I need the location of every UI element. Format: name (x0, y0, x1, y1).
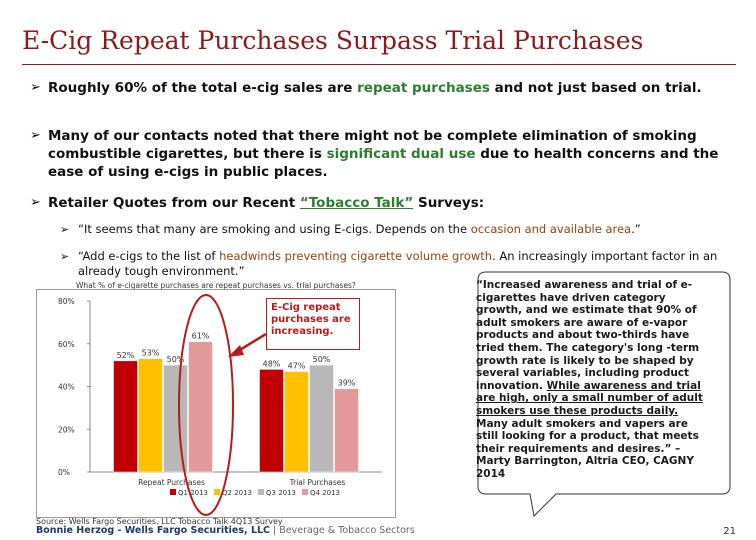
quote-text: “Add e-cigs to the list of headwinds pre… (78, 249, 718, 278)
bar (334, 388, 359, 473)
legend-swatch (302, 489, 308, 495)
data-label: 61% (192, 332, 210, 341)
source-note: Source: Wells Fargo Securities, LLC Toba… (36, 517, 283, 526)
data-label: 39% (338, 379, 356, 388)
footer-dept: Beverage & Tobacco Sectors (279, 525, 415, 536)
y-tick-label: 80% (58, 297, 75, 306)
legend-swatch (258, 489, 264, 495)
y-tick-label: 0% (58, 468, 70, 477)
retailer-quote-1: ➢ “It seems that many are smoking and us… (60, 222, 720, 237)
bar (113, 360, 138, 473)
page-title: E-Cig Repeat Purchases Surpass Trial Pur… (22, 26, 644, 55)
category-label: Repeat Purchases (138, 478, 205, 487)
legend-swatch (214, 489, 220, 495)
retailer-quote-2: ➢ “Add e-cigs to the list of headwinds p… (60, 249, 720, 279)
arrow-bullet-icon: ➢ (60, 223, 70, 236)
legend-label: Q2 2013 (222, 489, 252, 497)
y-tick-label: 60% (58, 340, 75, 349)
bullet-text: Many of our contacts noted that there mi… (48, 128, 719, 180)
highlight: repeat purchases (357, 80, 490, 96)
category-label: Trial Purchases (289, 478, 346, 487)
arrow-bullet-icon: ➢ (60, 250, 70, 263)
data-label: 50% (167, 355, 185, 364)
bar (284, 371, 309, 473)
arrow-bullet-icon: ➢ (30, 128, 41, 143)
bar (163, 364, 188, 473)
legend-label: Q4 2013 (310, 489, 340, 497)
bar (309, 364, 334, 473)
arrow-bullet-icon: ➢ (30, 195, 41, 210)
title-divider (22, 64, 736, 65)
bullet-text: Roughly 60% of the total e-cig sales are… (48, 80, 702, 96)
y-tick-label: 20% (58, 425, 75, 434)
bar (188, 341, 213, 473)
page-number: 21 (723, 526, 736, 537)
legend-swatch (170, 489, 176, 495)
altria-ceo-quote: “Increased awareness and trial of e-ciga… (476, 279, 703, 480)
legend-label: Q3 2013 (266, 489, 296, 497)
bullet-repeat-purchases: ➢ Roughly 60% of the total e-cig sales a… (30, 79, 730, 97)
footer-author: Bonnie Herzog - Wells Fargo Securities, … (36, 525, 415, 536)
data-label: 50% (313, 355, 331, 364)
bullet-retailer-quotes: ➢ Retailer Quotes from our Recent “Tobac… (30, 194, 730, 212)
highlight: significant dual use (326, 146, 476, 162)
arrow-bullet-icon: ➢ (30, 80, 41, 95)
highlight: occasion and available area (470, 222, 632, 236)
data-label: 48% (263, 359, 281, 368)
legend-label: Q1 2013 (178, 489, 208, 497)
tobacco-talk-link[interactable]: “Tobacco Talk” (299, 195, 414, 211)
data-label: 47% (288, 362, 306, 371)
bar (259, 369, 284, 473)
y-tick-label: 40% (58, 383, 75, 392)
callout-box: E-Cig repeat purchases are increasing. (266, 298, 360, 350)
data-label: 53% (142, 349, 160, 358)
quote-text: “It seems that many are smoking and usin… (78, 222, 641, 236)
bullet-text: Retailer Quotes from our Recent “Tobacco… (48, 195, 485, 211)
highlight: headwinds preventing cigarette volume gr… (219, 249, 493, 263)
data-label: 52% (117, 351, 135, 360)
bar (138, 358, 163, 473)
quote-underlined: While awareness and trial are high, only… (476, 379, 703, 417)
chart-title: What % of e-cigarette purchases are repe… (76, 281, 356, 290)
bullet-dual-use: ➢ Many of our contacts noted that there … (30, 127, 730, 181)
